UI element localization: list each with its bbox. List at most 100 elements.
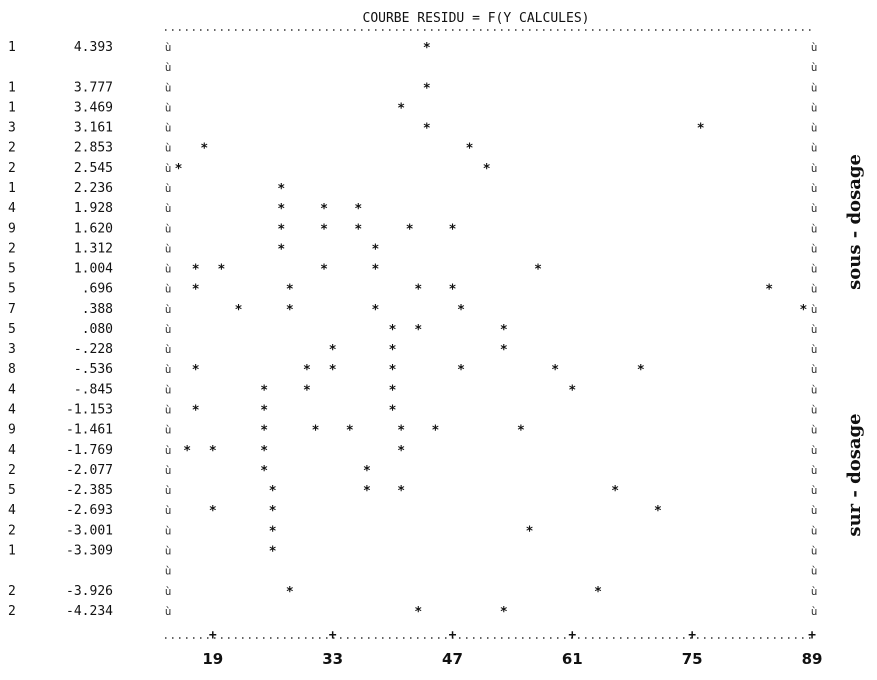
data-point: *: [286, 283, 294, 298]
right-border-mark: ù: [811, 142, 818, 155]
left-border-mark: ù: [165, 404, 172, 417]
row-count: 2: [8, 161, 16, 176]
left-border-mark: ù: [165, 383, 172, 396]
left-border-mark: ù: [165, 122, 172, 135]
left-border-mark: ù: [165, 545, 172, 558]
y-tick-label: 1.620: [74, 221, 113, 236]
data-point: *: [500, 605, 508, 620]
data-point: *: [329, 363, 337, 378]
row-count: 2: [8, 604, 16, 619]
data-point: *: [800, 303, 808, 318]
data-point: *: [235, 303, 243, 318]
data-point: *: [397, 424, 405, 439]
data-point: *: [568, 383, 576, 398]
row-count: 1: [8, 40, 16, 55]
x-tick-label: 19: [202, 650, 223, 668]
y-tick-label: -2.693: [66, 503, 113, 518]
side-label-sur-dosage: sur - dosage: [844, 413, 865, 536]
data-point: *: [363, 464, 371, 479]
right-border-mark: ù: [811, 182, 818, 195]
data-point: *: [534, 263, 542, 278]
data-point: *: [269, 545, 277, 560]
data-point: *: [320, 222, 328, 237]
row-count: 4: [8, 443, 16, 458]
data-point: *: [320, 263, 328, 278]
right-border-mark: ù: [811, 605, 818, 618]
side-label-sous-dosage: sous - dosage: [844, 154, 865, 290]
right-border-mark: ù: [811, 222, 818, 235]
x-tick-mark: +: [568, 628, 576, 643]
y-tick-label: -2.077: [66, 463, 113, 478]
y-tick-label: -3.309: [66, 544, 113, 559]
data-point: *: [269, 504, 277, 519]
left-border-mark: ù: [165, 424, 172, 437]
x-tick-mark: +: [688, 628, 696, 643]
left-border-mark: ù: [165, 343, 172, 356]
row-count: 1: [8, 100, 16, 115]
x-tick-label: 89: [802, 650, 823, 668]
data-point: *: [551, 363, 559, 378]
data-point: *: [483, 162, 491, 177]
right-border-mark: ù: [811, 565, 818, 578]
data-point: *: [320, 202, 328, 217]
left-border-mark: ù: [165, 363, 172, 376]
right-border-mark: ù: [811, 122, 818, 135]
x-tick-mark: +: [209, 628, 217, 643]
data-point: *: [431, 424, 439, 439]
data-point: *: [277, 242, 285, 257]
right-border-mark: ù: [811, 585, 818, 598]
left-border-mark: ù: [165, 222, 172, 235]
data-point: *: [277, 222, 285, 237]
row-count: 1: [8, 544, 16, 559]
data-point: *: [500, 343, 508, 358]
right-border-mark: ù: [811, 41, 818, 54]
row-count: 7: [8, 302, 16, 317]
y-tick-label: .696: [82, 282, 113, 297]
y-tick-label: -1.461: [66, 423, 113, 438]
data-point: *: [457, 363, 465, 378]
data-point: *: [329, 343, 337, 358]
data-point: *: [303, 383, 311, 398]
data-point: *: [354, 202, 362, 217]
data-point: *: [637, 363, 645, 378]
y-tick-label: -3.926: [66, 584, 113, 599]
data-point: *: [277, 202, 285, 217]
row-count: 5: [8, 282, 16, 297]
data-point: *: [594, 585, 602, 600]
row-count: 1: [8, 181, 16, 196]
left-border-mark: ù: [165, 444, 172, 457]
left-border-mark: ù: [165, 605, 172, 618]
y-tick-label: 1.312: [74, 241, 113, 256]
y-tick-label: -1.769: [66, 443, 113, 458]
right-border-mark: ù: [811, 263, 818, 276]
right-border-mark: ù: [811, 363, 818, 376]
data-point: *: [269, 484, 277, 499]
data-point: *: [611, 484, 619, 499]
row-count: 8: [8, 362, 16, 377]
data-point: *: [389, 323, 397, 338]
right-border-mark: ù: [811, 524, 818, 537]
right-border-mark: ù: [811, 383, 818, 396]
data-point: *: [192, 263, 200, 278]
row-count: 2: [8, 141, 16, 156]
data-point: *: [217, 263, 225, 278]
right-border-mark: ù: [811, 444, 818, 457]
row-count: 1: [8, 80, 16, 95]
right-border-mark: ù: [811, 202, 818, 215]
row-count: 9: [8, 221, 16, 236]
x-tick-label: 47: [442, 650, 463, 668]
left-border-mark: ù: [165, 41, 172, 54]
data-point: *: [697, 122, 705, 137]
data-point: *: [303, 363, 311, 378]
data-point: *: [466, 142, 474, 157]
row-count: 4: [8, 403, 16, 418]
right-border-mark: ù: [811, 504, 818, 517]
data-point: *: [260, 444, 268, 459]
right-border-mark: ù: [811, 404, 818, 417]
y-tick-label: 3.777: [74, 80, 113, 95]
left-border-mark: ù: [165, 524, 172, 537]
right-border-mark: ù: [811, 61, 818, 74]
right-border-mark: ù: [811, 242, 818, 255]
data-point: *: [449, 283, 457, 298]
